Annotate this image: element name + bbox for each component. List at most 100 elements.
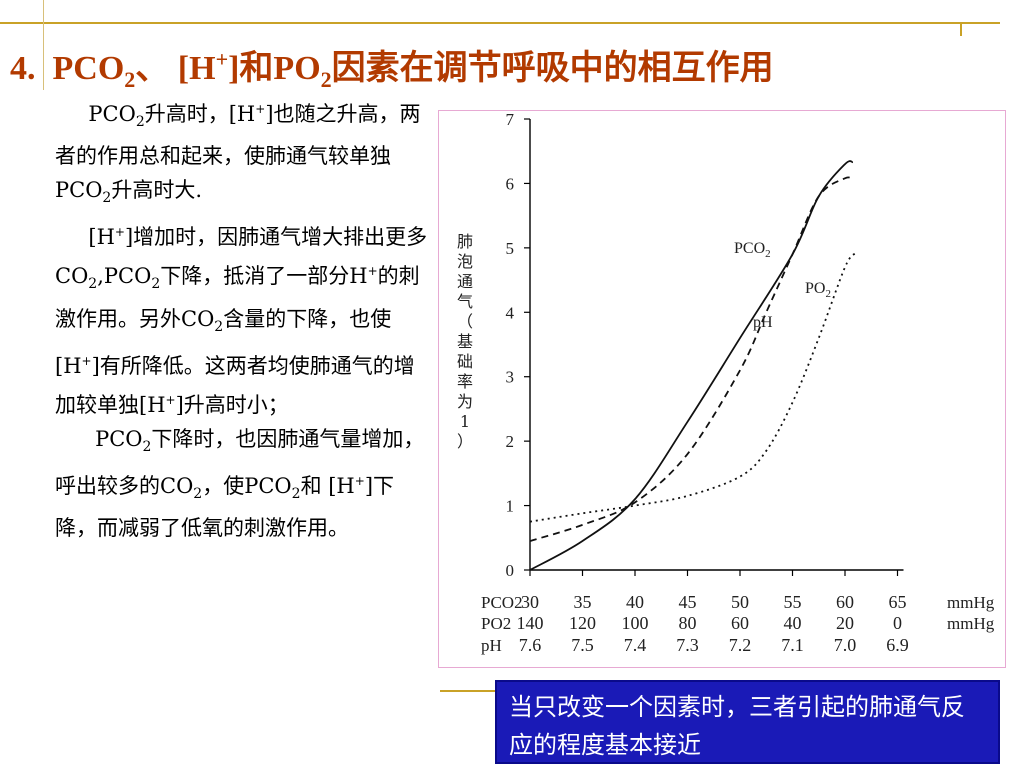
x-row-label: pH bbox=[481, 636, 502, 655]
y-axis-label-char: 气 bbox=[457, 292, 473, 311]
x-tick-label: 20 bbox=[836, 613, 854, 633]
top-rule bbox=[0, 22, 1000, 24]
text-sup: + bbox=[367, 264, 378, 279]
title-sub: 2 bbox=[124, 66, 136, 92]
text-sub: 2 bbox=[193, 486, 203, 503]
y-axis-label-char: ） bbox=[457, 432, 473, 451]
text-run: 含量的下降，也使[H bbox=[55, 306, 392, 378]
ventilation-chart: 0 1 2 3 4 5 6 7 PCO2 30 35 40 45 50 55 60 65 mmHg PO2 140 12… bbox=[438, 110, 1006, 668]
text-sub: 2 bbox=[142, 438, 152, 455]
y-axis-label-char: 础 bbox=[457, 352, 473, 371]
x-tick-label: 45 bbox=[679, 592, 697, 612]
x-tick-label: 60 bbox=[731, 613, 749, 633]
y-tick-label: 0 bbox=[506, 561, 515, 580]
text-run: ]有所降低。这两者均使肺通气的增加较单独[H bbox=[55, 353, 415, 417]
y-axis-label-char: （ bbox=[457, 312, 473, 331]
text-sup: + bbox=[165, 392, 176, 407]
text-sub: 2 bbox=[151, 276, 161, 293]
x-tick-label: 65 bbox=[889, 592, 907, 612]
x-tick-label: 7.4 bbox=[624, 635, 647, 655]
title-number: 4. bbox=[10, 50, 36, 87]
body-text: PCO2升高时，[H+]也随之升高，两者的作用总和起来，使肺通气较单独PCO2升… bbox=[55, 92, 433, 545]
text-sup: + bbox=[81, 353, 92, 368]
x-tick-label: 140 bbox=[517, 613, 544, 633]
y-axis-label-char: 泡 bbox=[457, 252, 473, 271]
text-sub: 2 bbox=[135, 114, 145, 131]
x-tick-label: 7.0 bbox=[834, 635, 857, 655]
y-tick-label: 7 bbox=[506, 111, 515, 129]
x-tick-label: 7.5 bbox=[571, 635, 594, 655]
text-run: ，使PCO bbox=[202, 473, 292, 498]
x-row-label: PCO2 bbox=[481, 593, 523, 612]
text-run: 下降时，也因肺通气量增加，呼出较多的CO bbox=[55, 426, 425, 498]
title-sup: + bbox=[215, 46, 229, 72]
text-run: 的刺激作用。另外CO bbox=[55, 264, 420, 331]
x-tick-label: 120 bbox=[569, 613, 596, 633]
y-axis-label-char: 1 bbox=[460, 412, 470, 431]
x-tick-label: 30 bbox=[521, 592, 539, 612]
title-text: ]和PO bbox=[228, 50, 321, 87]
series-label: pH bbox=[753, 314, 773, 331]
x-tick-label: 50 bbox=[731, 592, 749, 612]
x-row-unit: mmHg bbox=[947, 614, 995, 633]
title-text: 因素在调节呼吸中的相互作用 bbox=[331, 50, 774, 87]
x-tick-label: 6.9 bbox=[886, 635, 909, 655]
series-line-pco2 bbox=[529, 160, 854, 571]
y-axis-label-char: 基 bbox=[457, 332, 473, 351]
text-run: 升高时大. bbox=[111, 178, 203, 203]
text-sup: + bbox=[354, 473, 365, 488]
text-sup: + bbox=[255, 102, 266, 116]
text-sub: 2 bbox=[214, 318, 224, 335]
x-tick-label: 80 bbox=[679, 613, 697, 633]
text-sup: + bbox=[114, 225, 125, 240]
paragraph-3: PCO2下降时，也因肺通气量增加，呼出较多的CO2，使PCO2和 [H+]下降，… bbox=[55, 422, 433, 545]
title-sub: 2 bbox=[320, 66, 332, 92]
series-line-po2 bbox=[529, 252, 857, 523]
y-tick-label: 2 bbox=[506, 432, 515, 451]
title-text: PCO bbox=[52, 50, 125, 87]
left-rule bbox=[43, 0, 44, 90]
summary-note: 当只改变一个因素时，三者引起的肺通气反应的程度基本接近 bbox=[495, 680, 1000, 764]
x-tick-label: 60 bbox=[836, 592, 854, 612]
y-axis-label-char: 通 bbox=[457, 272, 473, 291]
x-tick-label: 7.3 bbox=[676, 635, 699, 655]
series-label: PO2 bbox=[805, 280, 831, 300]
top-right-tick bbox=[960, 22, 962, 36]
text-run: 下降，抵消了一部分H bbox=[160, 264, 368, 289]
text-run: ]升高时小； bbox=[175, 392, 289, 417]
slide-title: 4. PCO2、 [H+]和PO2因素在调节呼吸中的相互作用 bbox=[10, 40, 774, 93]
series-line-ph bbox=[529, 176, 854, 542]
text-run: 和 [H bbox=[300, 473, 355, 498]
x-row-label: PO2 bbox=[481, 614, 511, 633]
x-tick-label: 40 bbox=[784, 613, 802, 633]
text-sub: 2 bbox=[102, 190, 112, 207]
y-tick-label: 4 bbox=[506, 303, 515, 322]
text-sub: 2 bbox=[88, 276, 98, 293]
x-tick-label: 7.2 bbox=[729, 635, 752, 655]
x-tick-label: 35 bbox=[574, 592, 592, 612]
y-tick-label: 6 bbox=[506, 174, 515, 193]
x-tick-label: 40 bbox=[626, 592, 644, 612]
y-axis-label-char: 为 bbox=[457, 392, 473, 411]
text-sub: 2 bbox=[291, 486, 301, 503]
text-run: 升高时，[H bbox=[144, 102, 256, 126]
text-run: ,PCO bbox=[97, 264, 152, 289]
x-tick-label: 7.1 bbox=[781, 635, 804, 655]
paragraph-1: PCO2升高时，[H+]也随之升高，两者的作用总和起来，使肺通气较单独PCO2升… bbox=[55, 92, 433, 215]
text-run: ]下降，而减弱了低氧的刺激作用。 bbox=[55, 473, 395, 541]
x-tick-label: 55 bbox=[784, 592, 802, 612]
title-text: 、 [H bbox=[135, 50, 216, 87]
text-run: [H bbox=[88, 225, 115, 250]
y-tick-label: 5 bbox=[506, 239, 515, 258]
paragraph-2: [H+]增加时，因肺通气增大排出更多CO2,PCO2下降，抵消了一部分H+的刺激… bbox=[55, 215, 433, 421]
y-axis-label-char: 率 bbox=[457, 372, 473, 391]
x-tick-label: 100 bbox=[622, 613, 649, 633]
text-run: PCO bbox=[88, 102, 136, 126]
series-label: PCO2 bbox=[734, 240, 771, 260]
x-tick-label: 0 bbox=[893, 613, 902, 633]
x-tick-label: 7.6 bbox=[519, 635, 542, 655]
text-run: PCO bbox=[95, 426, 143, 451]
y-tick-label: 3 bbox=[506, 368, 515, 387]
text-run: ]也随之升高，两者的作用总和起来，使肺通气较单独PCO bbox=[55, 102, 421, 203]
